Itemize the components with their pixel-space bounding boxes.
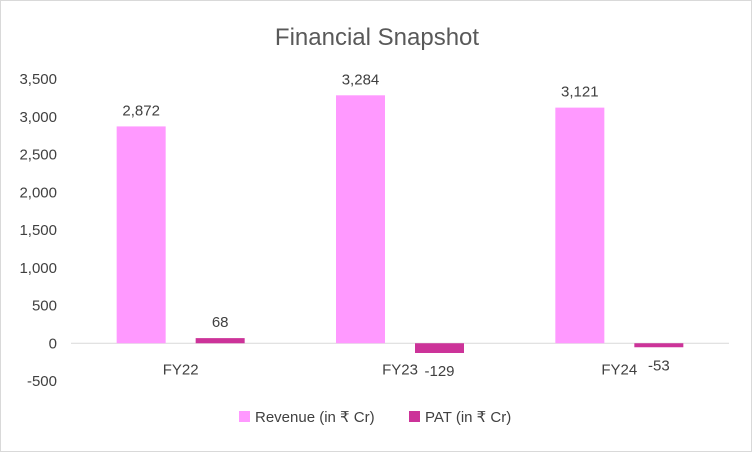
legend-label: Revenue (in ₹ Cr) — [255, 409, 375, 426]
bar-revenue-fy22 — [116, 126, 166, 344]
x-tick-label: FY24 — [601, 361, 637, 378]
bar-revenue-fy23 — [336, 95, 385, 344]
y-tick-label: 3,500 — [19, 71, 57, 88]
bar-pat-fy23 — [415, 343, 464, 353]
data-label: -53 — [648, 357, 670, 374]
y-tick-label: -500 — [27, 373, 57, 390]
y-axis: 3,500 3,000 2,500 2,000 1,500 1,000 500 0 -500 — [19, 71, 57, 390]
bars — [116, 95, 684, 353]
data-labels: 2,872 68 3,284 -129 3,121 -53 — [122, 71, 669, 380]
bar-revenue-fy24 — [555, 107, 605, 344]
y-tick-label: 0 — [49, 335, 57, 352]
y-tick-label: 1,000 — [19, 260, 57, 277]
data-label: 2,872 — [122, 102, 160, 119]
data-label: -129 — [424, 363, 454, 380]
y-tick-label: 2,500 — [19, 147, 57, 164]
legend-swatch — [409, 411, 420, 422]
bar-pat-fy22 — [195, 338, 245, 344]
data-label: 68 — [212, 314, 229, 331]
x-axis: FY22 FY23 FY24 — [163, 361, 638, 378]
legend: Revenue (in ₹ Cr) PAT (in ₹ Cr) — [239, 409, 511, 426]
y-tick-label: 3,000 — [19, 109, 57, 126]
y-tick-label: 2,000 — [19, 184, 57, 201]
y-tick-label: 1,500 — [19, 222, 57, 239]
data-label: 3,121 — [561, 84, 599, 101]
chart-title: Financial Snapshot — [275, 24, 479, 51]
data-label: 3,284 — [342, 71, 380, 88]
legend-swatch — [239, 411, 250, 422]
x-tick-label: FY23 — [382, 361, 418, 378]
bar-pat-fy24 — [634, 343, 684, 348]
y-tick-label: 500 — [32, 298, 57, 315]
legend-label: PAT (in ₹ Cr) — [425, 409, 511, 426]
x-tick-label: FY22 — [163, 361, 199, 378]
